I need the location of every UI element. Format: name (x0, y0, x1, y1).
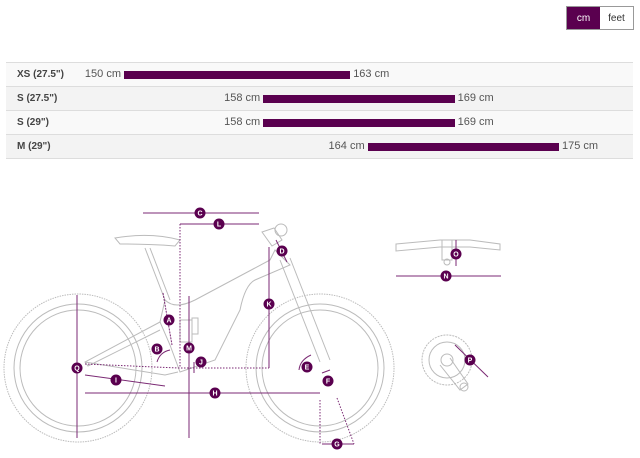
size-label: S (29") (17, 117, 49, 128)
dimension-letter: E (305, 365, 310, 372)
dimension-letter: G (334, 442, 340, 449)
dimension-letter: Q (74, 366, 80, 373)
dimension-marker-n: N (440, 270, 452, 282)
dimension-marker-a: A (163, 314, 175, 326)
height-range-bar (263, 119, 455, 127)
size-row: S (29") 158 cm 169 cm (6, 111, 633, 135)
dimension-letter: F (326, 379, 331, 386)
dimension-letter: K (266, 302, 271, 309)
max-height-label: 175 cm (562, 140, 599, 152)
min-height-label: 164 cm (328, 140, 365, 152)
max-height-label: 169 cm (457, 92, 494, 104)
min-height-label: 158 cm (224, 92, 261, 104)
dimension-letter: J (199, 360, 203, 367)
dimension-marker-c: C (194, 207, 206, 219)
dimension-marker-p: P (464, 354, 476, 366)
dimension-letter: A (166, 318, 171, 325)
size-label: XS (27.5") (17, 69, 64, 80)
min-height-label: 150 cm (84, 68, 121, 80)
dimension-marker-m: M (183, 342, 195, 354)
size-label: S (27.5") (17, 93, 58, 104)
size-chart: XS (27.5") 150 cm 163 cm S (27.5") 158 cm… (6, 62, 633, 159)
height-range-bar (263, 95, 455, 103)
dimension-marker-d: D (276, 245, 288, 257)
dimension-letter: O (453, 252, 459, 259)
dimension-marker-e: E (301, 361, 313, 373)
dimension-letter: N (443, 274, 448, 281)
dimension-letter: L (217, 222, 222, 229)
unit-cm-button[interactable]: cm (567, 7, 600, 29)
unit-toggle[interactable]: cm feet (566, 6, 634, 30)
height-range-bar (367, 143, 559, 151)
dimension-marker-h: H (209, 387, 221, 399)
dimension-marker-b: B (151, 343, 163, 355)
dimension-letter: B (154, 347, 159, 354)
dimension-letter: D (279, 249, 284, 256)
dimension-labels: A B C D E F G H I J K L M N O P Q (71, 207, 476, 450)
height-range-bar (124, 71, 351, 79)
dimension-letter: P (468, 358, 473, 365)
dimension-marker-o: O (450, 248, 462, 260)
max-height-label: 163 cm (353, 68, 390, 80)
min-height-label: 158 cm (224, 116, 261, 128)
dimension-letter: C (197, 211, 202, 218)
dimension-letter: I (115, 378, 117, 385)
dimension-letter: M (186, 346, 192, 353)
size-label: M (29") (17, 141, 51, 152)
max-height-label: 169 cm (457, 116, 494, 128)
bike-outline (3, 223, 501, 443)
dimension-marker-f: F (322, 375, 334, 387)
size-row: M (29") 164 cm 175 cm (6, 135, 633, 159)
unit-feet-button[interactable]: feet (600, 7, 633, 29)
dimension-marker-k: K (263, 298, 275, 310)
dimension-letter: H (212, 391, 217, 398)
dimension-marker-i: I (110, 374, 122, 386)
dimension-marker-q: Q (71, 362, 83, 374)
dimension-marker-g: G (331, 438, 343, 450)
size-row: XS (27.5") 150 cm 163 cm (6, 63, 633, 87)
dimension-marker-l: L (213, 218, 225, 230)
dimension-marker-j: J (195, 356, 207, 368)
size-row: S (27.5") 158 cm 169 cm (6, 87, 633, 111)
